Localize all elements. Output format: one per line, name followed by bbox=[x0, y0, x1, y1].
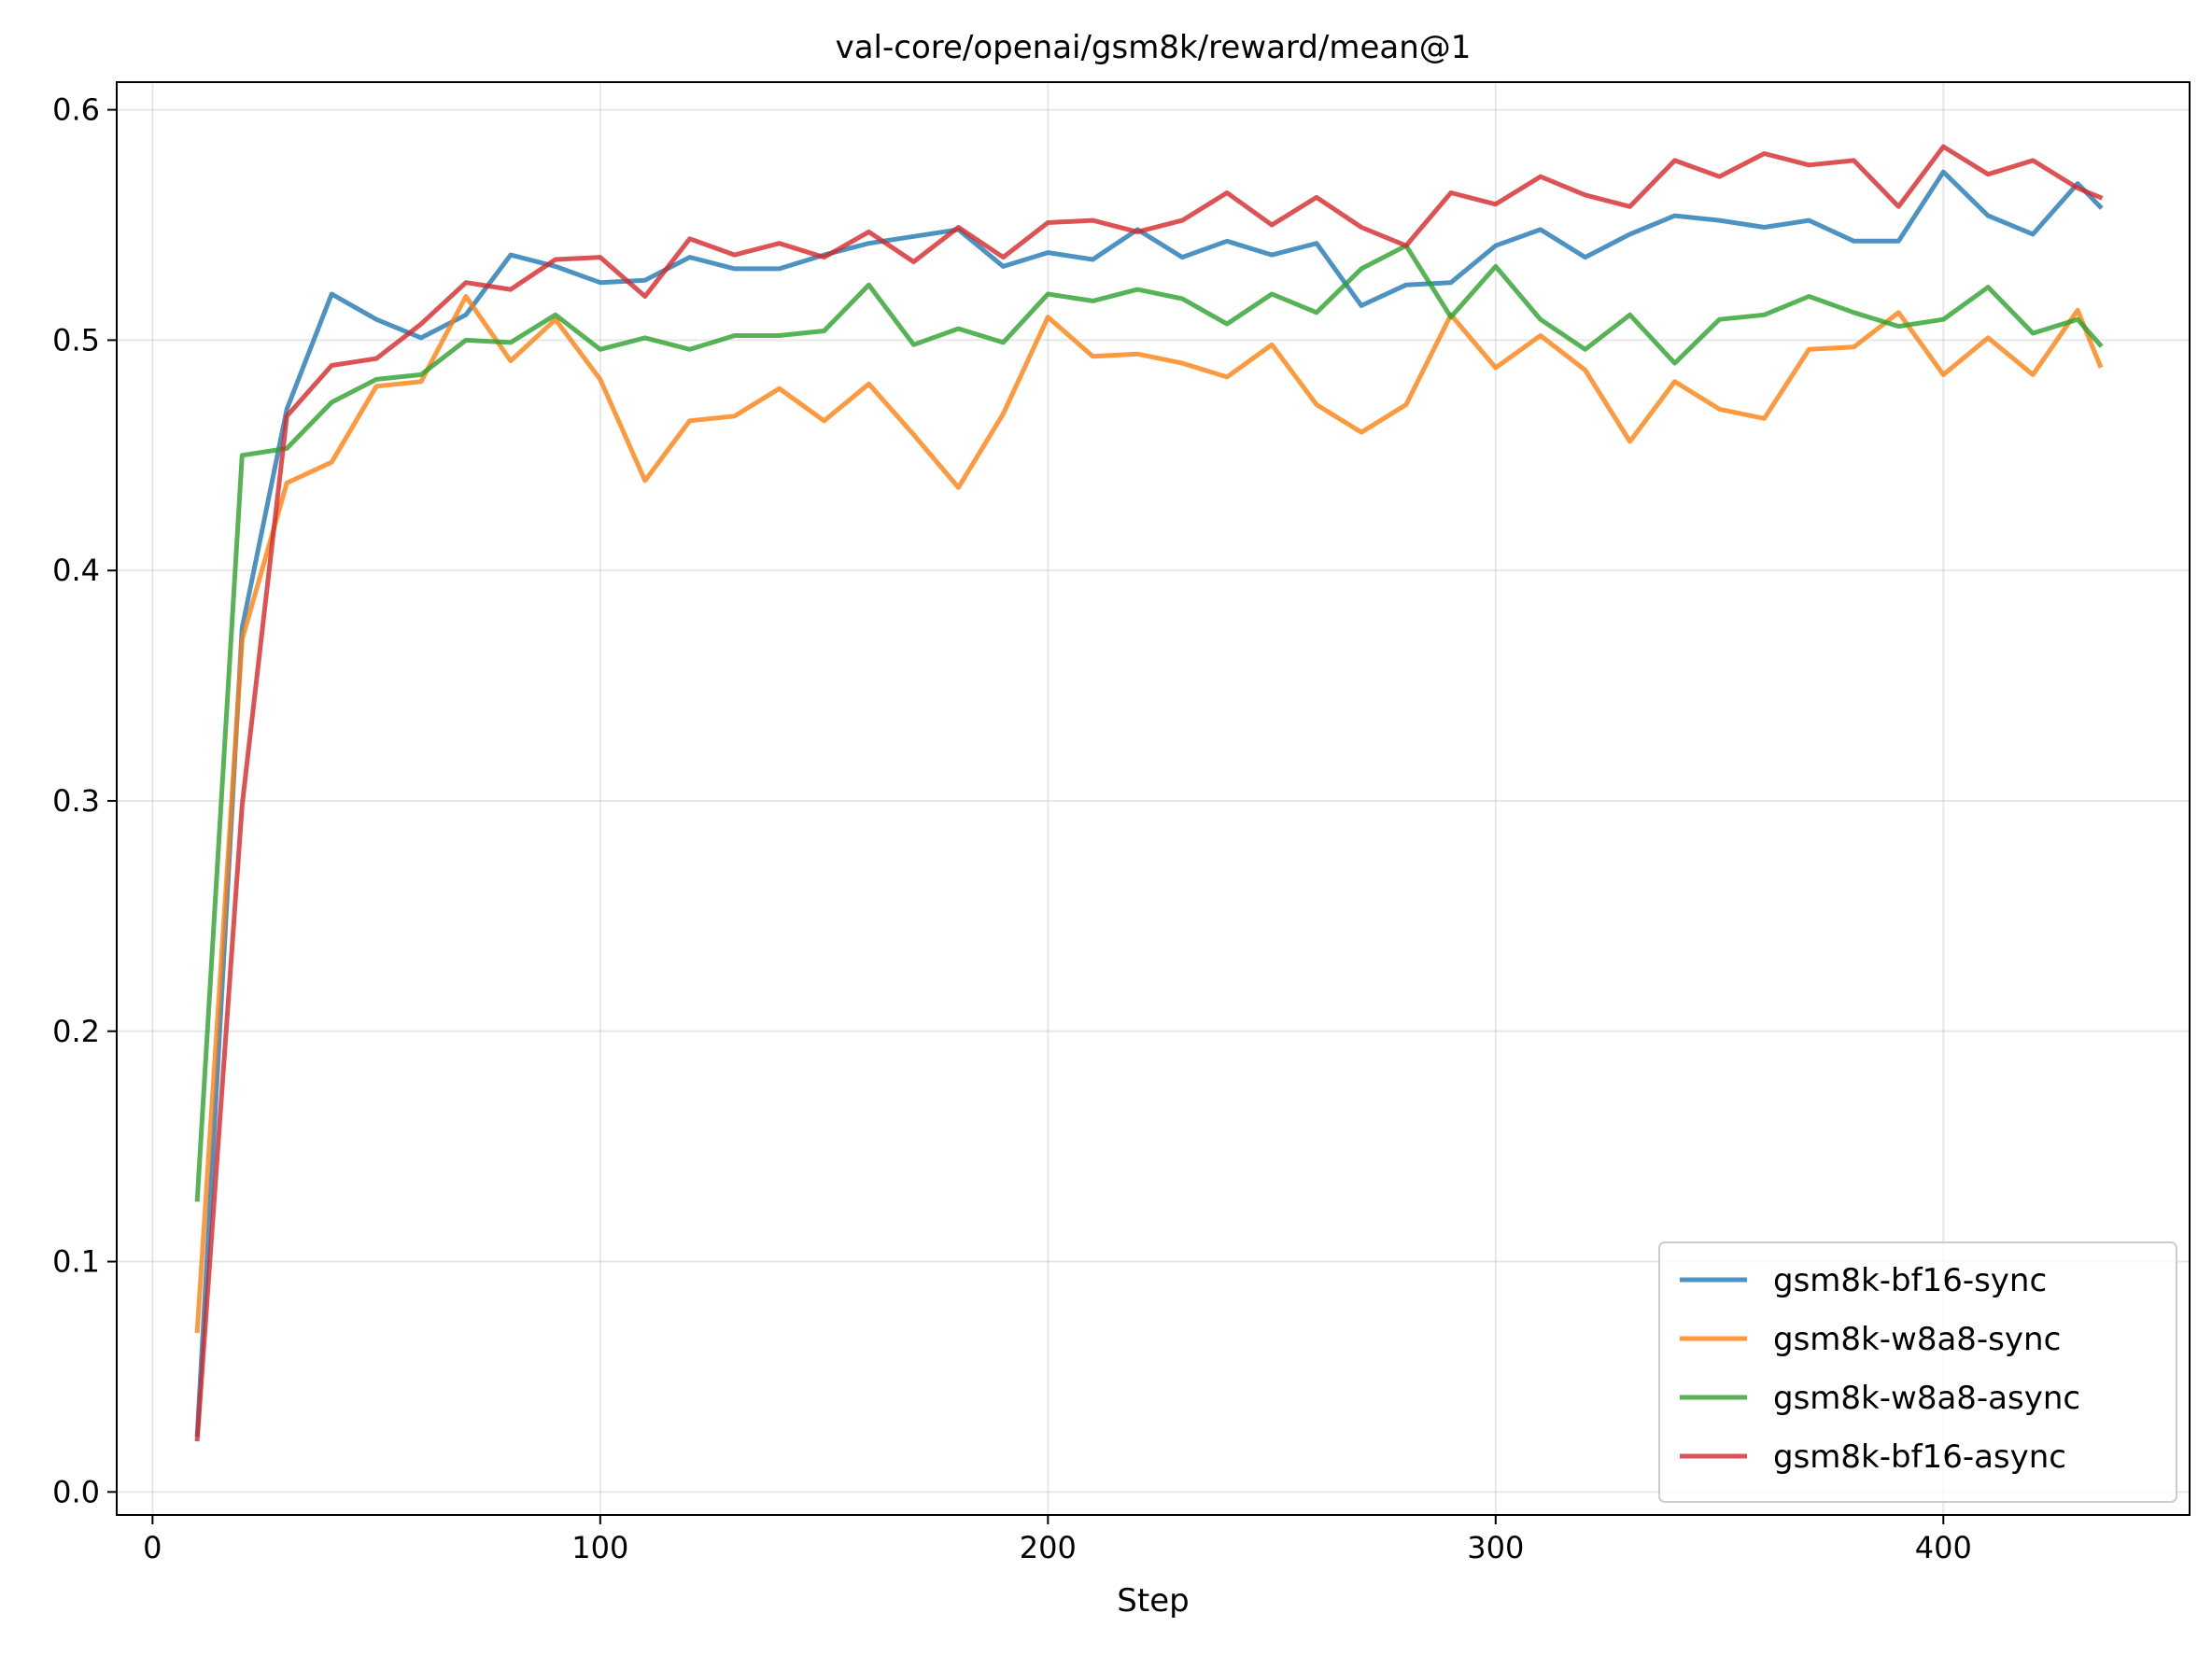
x-tick-label: 400 bbox=[1915, 1530, 1972, 1565]
series-line-gsm8k-w8a8-sync bbox=[194, 294, 2104, 1334]
legend-label: gsm8k-w8a8-sync bbox=[1773, 1321, 2061, 1358]
legend-label: gsm8k-bf16-async bbox=[1773, 1438, 2066, 1476]
y-tick-label: 0.5 bbox=[52, 322, 100, 358]
legend-label: gsm8k-w8a8-async bbox=[1773, 1380, 2080, 1417]
y-tick-label: 0.1 bbox=[52, 1244, 100, 1280]
series-line-gsm8k-bf16-sync bbox=[194, 169, 2104, 1438]
y-tick-label: 0.3 bbox=[52, 783, 100, 819]
x-axis-label: Step bbox=[1117, 1582, 1189, 1620]
y-tick-label: 0.0 bbox=[52, 1474, 100, 1509]
chart-title: val-core/openai/gsm8k/reward/mean@1 bbox=[836, 29, 1472, 66]
x-tick-label: 300 bbox=[1467, 1530, 1524, 1565]
legend-label: gsm8k-bf16-sync bbox=[1773, 1262, 2047, 1299]
x-tick-label: 100 bbox=[571, 1530, 628, 1565]
series-line-gsm8k-bf16-async bbox=[194, 144, 2104, 1442]
y-tick-label: 0.6 bbox=[52, 92, 100, 128]
x-tick-label: 200 bbox=[1020, 1530, 1077, 1565]
x-tick-label: 0 bbox=[143, 1530, 162, 1565]
y-tick-label: 0.2 bbox=[52, 1014, 100, 1049]
plot-frame bbox=[116, 81, 2191, 1516]
legend-box bbox=[1658, 1241, 2177, 1503]
series-lines bbox=[194, 144, 2104, 1442]
axis-ticks: 0 100 200 300 400 0.0 0.1 0.2 0.3 0.4 0.5 0.6 bbox=[52, 92, 1972, 1565]
legend: gsm8k-bf16-sync gsm8k-w8a8-sync gsm8k-w8a8… bbox=[1658, 1241, 2177, 1503]
y-tick-label: 0.4 bbox=[52, 553, 100, 588]
series-line-gsm8k-w8a8-async bbox=[194, 243, 2104, 1202]
